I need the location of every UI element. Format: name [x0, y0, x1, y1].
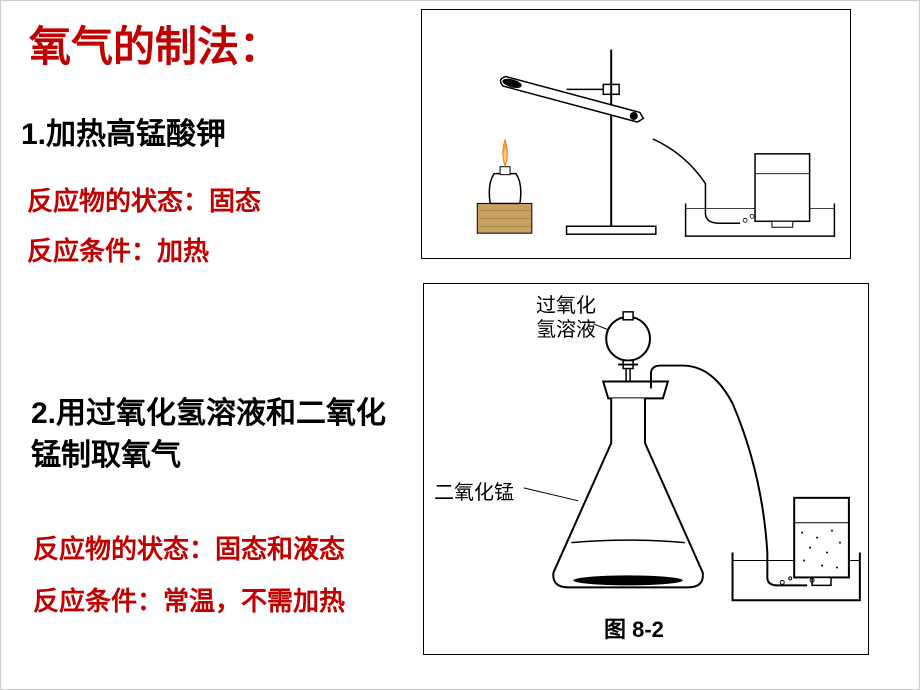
method1-heading: 1.加热高锰酸钾 [21, 109, 226, 153]
figure2-caption: 图 8-2 [604, 612, 664, 644]
method2-condition: 反应条件：常温，不需加热 [33, 581, 345, 618]
method2-heading: 2.用过氧化氢溶液和二氧化锰制取氧气 [31, 393, 391, 477]
page-title: 氧气的制法： [29, 13, 281, 74]
method2-state: 反应物的状态：固态和液态 [33, 529, 345, 566]
apparatus1-diagram [422, 10, 850, 258]
figure2-label-top: 过氧化氢溶液 [536, 294, 596, 342]
figure2-label-left: 二氧化锰 [434, 476, 514, 505]
method1-condition: 反应条件：加热 [27, 231, 209, 268]
figure1-container [421, 9, 851, 259]
apparatus2-diagram [424, 284, 868, 654]
method1-state: 反应物的状态：固态 [27, 181, 261, 218]
figure2-container: 过氧化氢溶液 二氧化锰 图 8-2 [423, 283, 869, 655]
